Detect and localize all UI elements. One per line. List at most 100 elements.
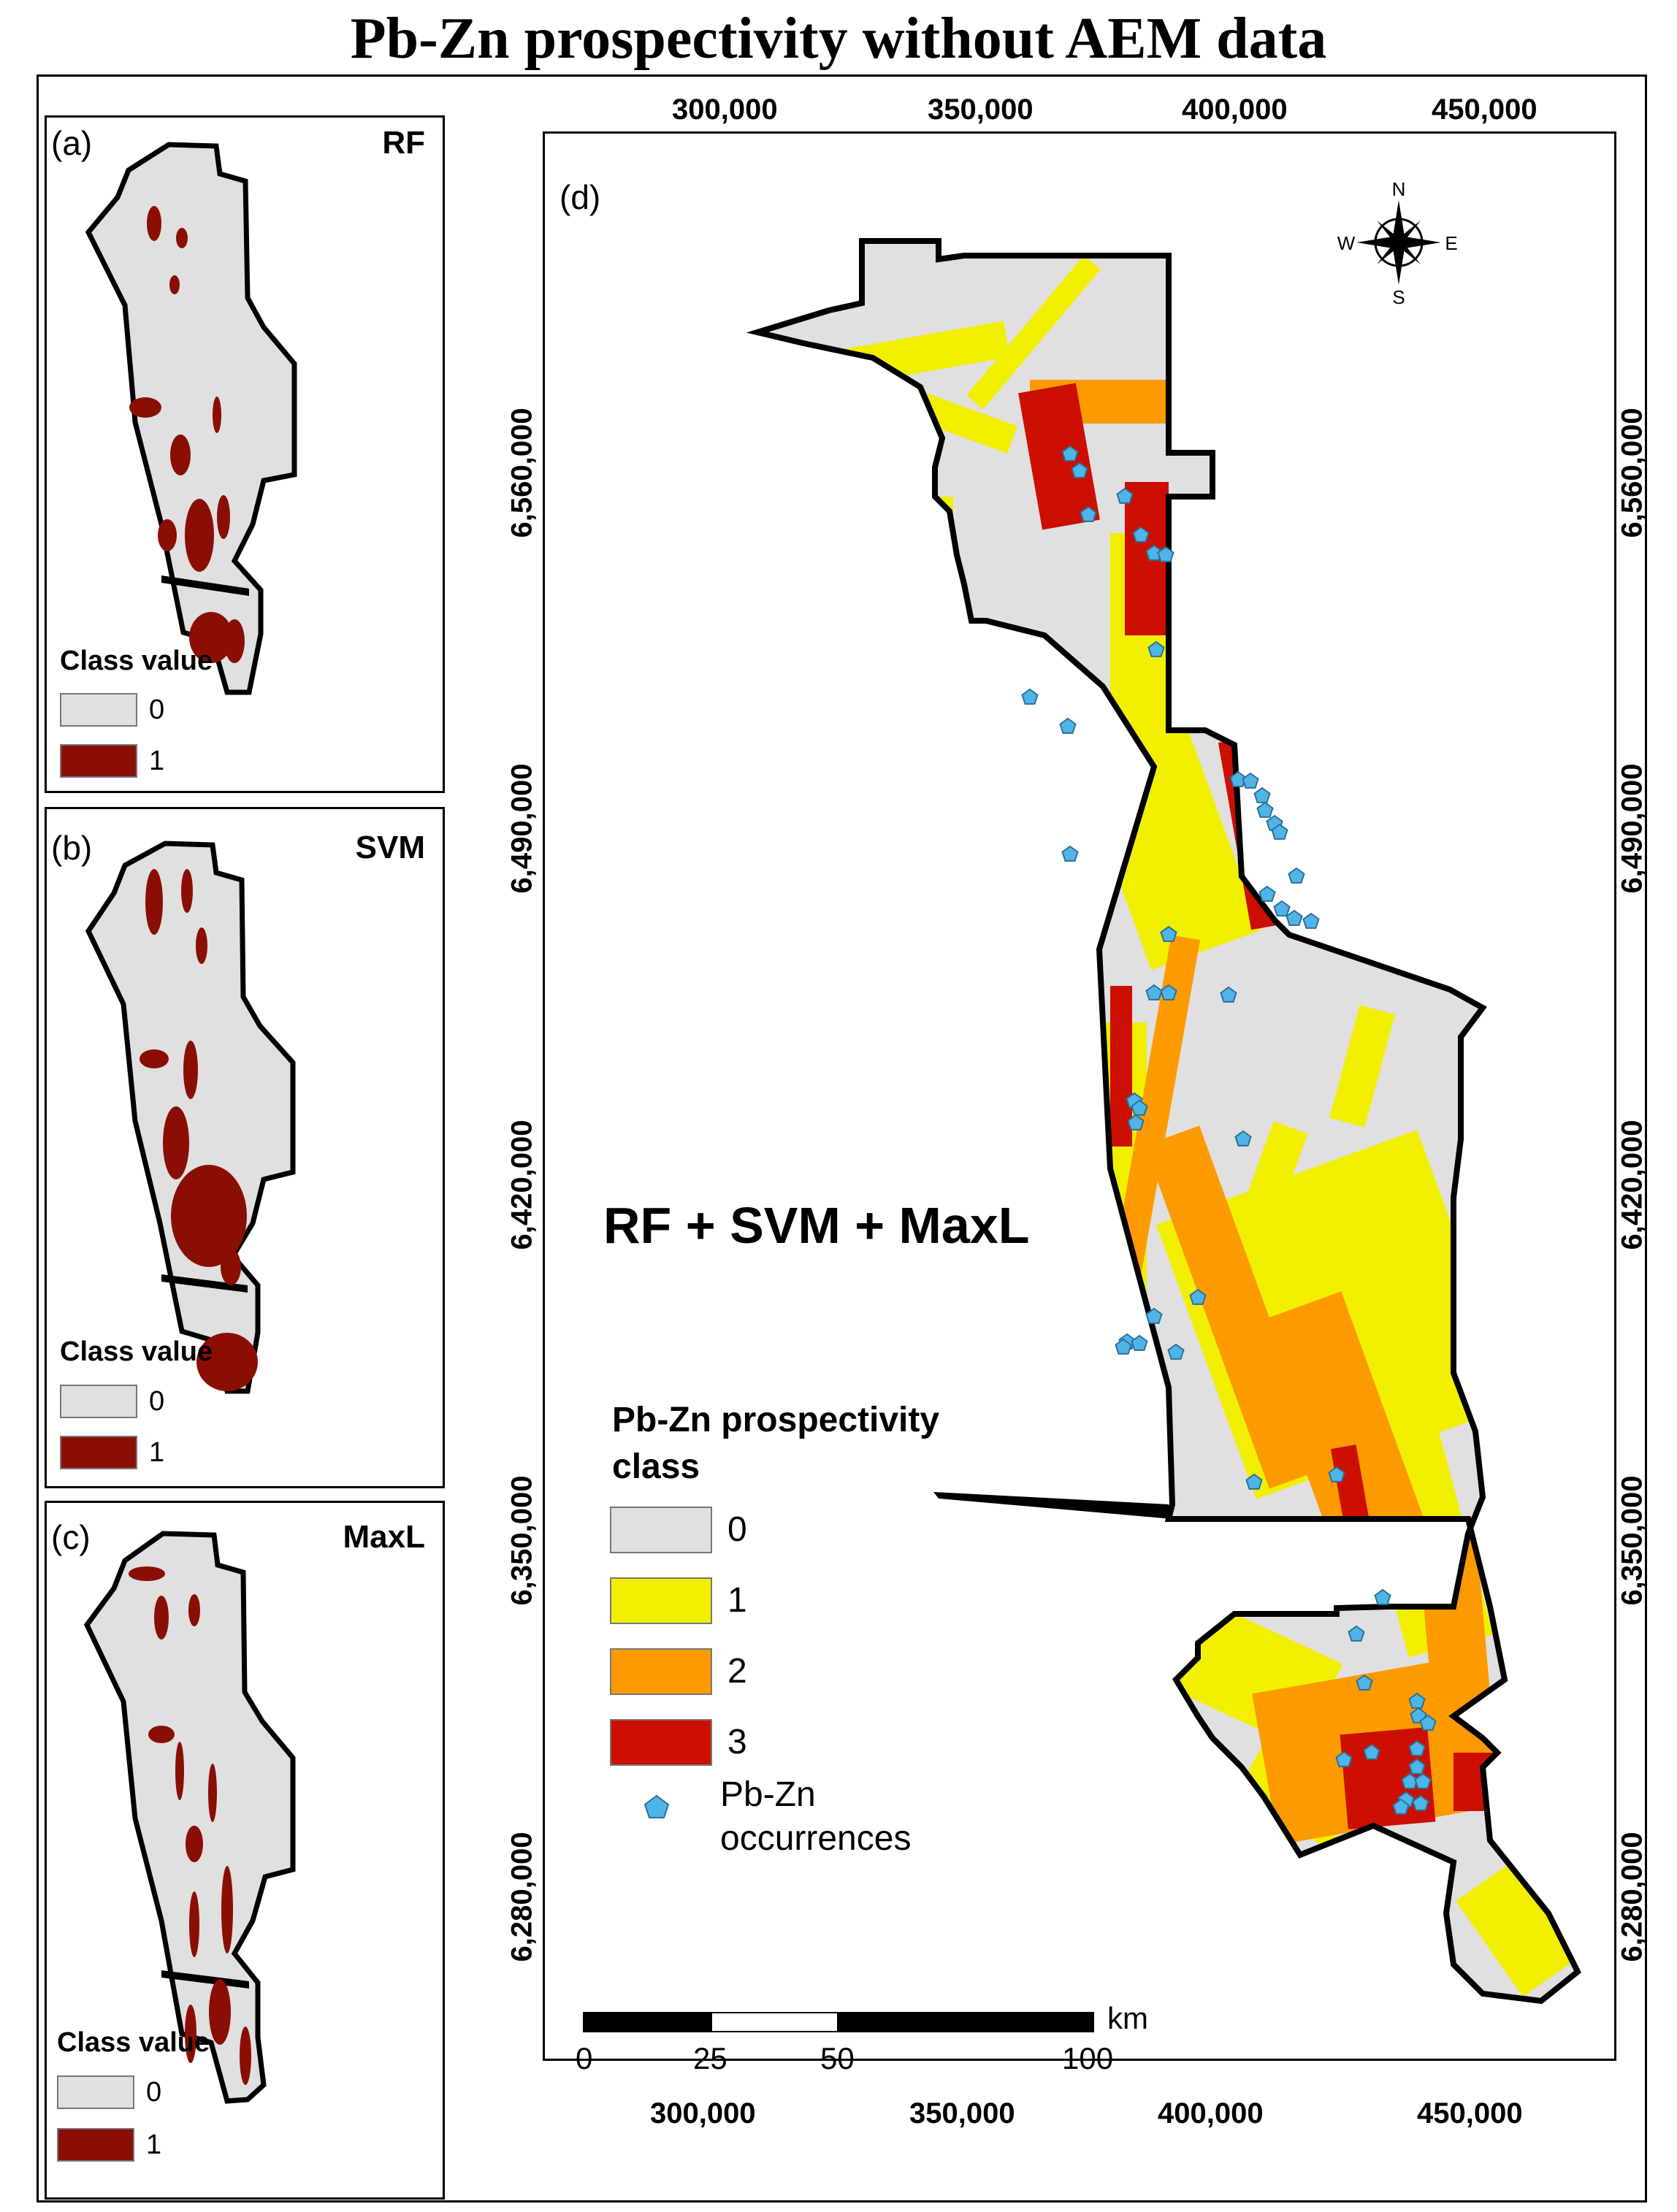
occurrence-point [1356, 1674, 1373, 1691]
legend-title-line-2: class [612, 1447, 700, 1486]
occurrence-point [1116, 487, 1134, 504]
legend-swatch-1 [57, 2128, 134, 2162]
legend-title: Class value [60, 1336, 213, 1367]
legend-title-line-1: Pb-Zn prospectivity [612, 1401, 940, 1439]
study-area [85, 841, 296, 1394]
x-tick-top-3: 400,000 [1182, 93, 1288, 126]
occurrence-point [1363, 1743, 1380, 1760]
occurrence-point [1412, 1794, 1429, 1811]
occurrence-point [1414, 1772, 1432, 1789]
panel-letter: (c) [51, 1518, 91, 1556]
occurrence-point [1145, 984, 1163, 1000]
legend-label-2: 2 [727, 1652, 747, 1691]
occurrence-point [1286, 909, 1303, 926]
panel-svm: (b) SVM Class value 0 1 [45, 807, 445, 1488]
legend-swatch-0 [57, 2075, 134, 2109]
scale-unit: km [1107, 2001, 1148, 2035]
occurrence-point [1348, 1625, 1365, 1642]
scale-seg-3 [838, 2012, 1094, 2032]
panel-method-label: RF [382, 125, 425, 161]
x-tick-bottom-1: 300,000 [650, 2097, 756, 2129]
y-tick-left-3: 6,420,000 [505, 1120, 538, 1250]
north-arrow: N S E W [1337, 178, 1458, 308]
legend-label-0: 0 [149, 694, 165, 725]
occurrence-point [1288, 867, 1305, 884]
occurrence-point [1273, 900, 1291, 916]
legend-label-1: 1 [727, 1581, 747, 1620]
spur [933, 1492, 1172, 1519]
occurrence-label-line-1: Pb-Zn [720, 1775, 816, 1814]
rf-map [85, 142, 297, 695]
occurrence-point [1408, 1692, 1426, 1709]
panel-maxl: (c) MaxL Class value 0 1 [45, 1501, 445, 2200]
occurrence-point [1374, 1588, 1391, 1605]
study-area [83, 1531, 296, 2104]
legend-title: Pb-Zn prospectivity class [612, 1397, 939, 1490]
legend-swatch-1 [60, 744, 137, 778]
figure-title: Pb-Zn prospectivity without AEM data [350, 7, 1327, 71]
occurrence-point [1392, 1798, 1410, 1815]
occurrence-point [1229, 770, 1247, 787]
occurrence-point [1147, 640, 1165, 657]
scale-label-0: 0 [576, 2041, 593, 2075]
scale-seg-2 [711, 2012, 838, 2032]
occurrence-point [1234, 1130, 1252, 1147]
legend-swatch-1 [610, 1577, 712, 1624]
panel-method-label: SVM [355, 830, 425, 865]
occurrence-point [1061, 845, 1079, 862]
occurrence-point [1242, 772, 1259, 789]
x-tick-bottom-3: 400,000 [1158, 2097, 1264, 2129]
occurrence-point [1408, 1758, 1426, 1775]
legend-label-0: 0 [146, 2077, 162, 2108]
x-tick-top-2: 350,000 [928, 93, 1034, 126]
occurrence-point [1127, 1114, 1145, 1130]
occurrence-point [1258, 885, 1276, 902]
east-label: E [1445, 232, 1457, 254]
occurrence-point [1167, 1343, 1185, 1360]
legend-label-1: 1 [146, 2129, 162, 2160]
x-tick-bottom-2: 350,000 [909, 2097, 1015, 2129]
occurrence-legend-label: Pb-Zn occurrences [720, 1773, 911, 1861]
occurrence-point [1253, 787, 1271, 803]
panel-letter: (b) [51, 829, 93, 867]
study-area-boundary [746, 238, 1582, 2005]
legend-swatch-3 [610, 1719, 712, 1766]
south-label: S [1392, 286, 1405, 308]
legend-swatch-1 [60, 1436, 137, 1469]
x-tick-bottom-4: 450,000 [1417, 2097, 1523, 2129]
y-tick-right-4: 6,350,000 [1616, 1475, 1649, 1606]
combo-method-label: RF + SVM + MaxL [603, 1197, 1030, 1254]
occurrence-point [1071, 462, 1088, 478]
y-tick-left-5: 6,280,000 [505, 1832, 538, 1962]
west-label: W [1337, 232, 1356, 254]
panel-method-label: MaxL [343, 1519, 425, 1555]
panel-rf: (a) RF Class value 0 1 [45, 115, 445, 793]
scale-seg-1 [583, 2012, 711, 2032]
study-area [85, 142, 297, 695]
occurrence-legend-symbol [643, 1794, 670, 1818]
scale-label-50: 50 [820, 2041, 855, 2075]
occurrence-point [1115, 1338, 1132, 1355]
occurrence-point [1419, 1714, 1437, 1731]
class-1-areas [140, 869, 258, 1391]
occurrence-point [1189, 1288, 1207, 1305]
y-tick-left-4: 6,350,000 [505, 1475, 538, 1606]
occurrence-point [1061, 445, 1079, 462]
north-label: N [1392, 178, 1406, 200]
y-tick-left-2: 6,490,000 [505, 763, 538, 894]
legend-label-0: 0 [727, 1510, 747, 1549]
occurrence-point [1302, 912, 1320, 929]
class-1-areas [129, 1566, 251, 2085]
maxl-map [83, 1531, 296, 2104]
occurrence-point [1408, 1740, 1426, 1756]
spur [161, 1274, 248, 1293]
legend-title: Class value [57, 2027, 210, 2058]
occurrence-point [1335, 1750, 1353, 1767]
occurrence-point [1021, 688, 1039, 705]
legend-label-0: 0 [149, 1386, 165, 1417]
scale-bar [583, 2012, 1094, 2034]
occurrence-point [1059, 717, 1077, 734]
prospectivity-map: N S E W [746, 178, 1582, 2005]
y-tick-left-1: 6,560,000 [505, 407, 538, 538]
occurrence-point [1080, 505, 1097, 522]
